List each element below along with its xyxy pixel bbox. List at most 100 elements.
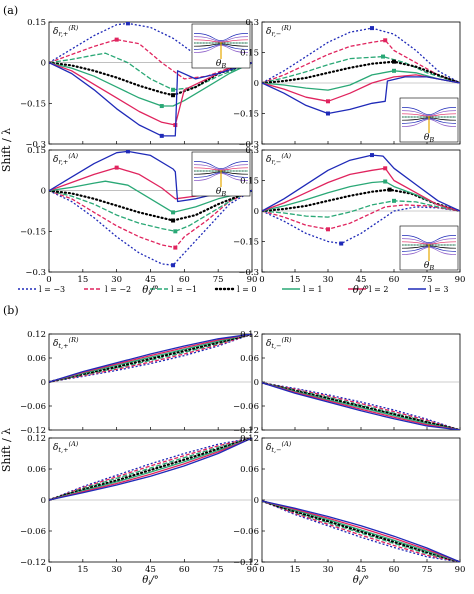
y-tick-label: 0 <box>254 207 259 217</box>
series-line-l1 <box>262 500 460 562</box>
panel-title: δt,−(A) <box>266 440 292 454</box>
panel-title: δr,−(A) <box>266 152 292 166</box>
chart-panel-a-bottom-right: 0.30.150−0.15−0.30 15 30 45 60 75 90θi/°δr,−(A… <box>233 146 465 297</box>
series-line-l1 <box>49 438 252 501</box>
y-tick-label: 0.15 <box>240 49 259 59</box>
x-tick-label: 60 <box>389 275 400 285</box>
x-tick-label: 15 <box>290 275 301 285</box>
extremum-marker <box>326 99 330 104</box>
series-line-l3 <box>49 438 252 501</box>
y-tick-label: 0.06 <box>240 354 259 364</box>
legend-item: l = −3 <box>18 285 65 294</box>
series-line-l-3 <box>262 27 460 84</box>
inset-label: θB <box>216 187 226 198</box>
series-line-l1 <box>262 382 460 430</box>
y-tick-label: 0.12 <box>27 434 46 444</box>
x-tick-label: 15 <box>290 565 301 575</box>
legend-label: l = −2 <box>105 285 131 294</box>
y-tick-label: 0.3 <box>245 146 259 156</box>
chart-panel-b-bottom-left: 0.120.060−0.06−0.120 15 30 45 60 75 90θi/°δt,+… <box>20 434 257 587</box>
series-line-l2 <box>49 334 252 383</box>
y-tick-label: 0 <box>41 187 46 197</box>
y-tick-label: −0.15 <box>233 238 259 248</box>
inset-beam-diagram: θB <box>191 23 251 70</box>
chart-panel-a-top-left: 0.15 0 −0.15 −0.3 δr,+(R) θB <box>20 18 253 150</box>
series-line-l-1 <box>262 55 460 84</box>
chart-panel-b-bottom-right: 0.120.060−0.06−0.120 15 30 45 60 75 90θi/°δt,−… <box>233 434 465 587</box>
extremum-marker <box>171 210 176 215</box>
legend-label: l = 1 <box>303 285 322 294</box>
x-tick-label: 30 <box>323 275 334 285</box>
y-tick-label: −0.12 <box>233 558 259 568</box>
series-line-l3 <box>262 382 460 430</box>
series-line-l2 <box>49 438 252 501</box>
part-label-b: (b) <box>3 304 19 317</box>
series-line-l-2 <box>262 204 460 230</box>
x-tick-label: 0 <box>259 275 264 285</box>
y-tick-label: 0.06 <box>240 465 259 475</box>
y-tick-label: −0.3 <box>238 268 259 278</box>
y-tick-label: 0.12 <box>240 434 259 444</box>
series-group <box>49 334 252 384</box>
y-axis-label-b: Shift / λ <box>0 428 13 472</box>
series-line-l-2 <box>49 38 252 80</box>
inset-beam-diagram: θB <box>191 151 251 198</box>
extremum-marker <box>387 187 392 192</box>
y-tick-label: −0.06 <box>233 402 259 412</box>
series-group <box>262 499 460 562</box>
chart-panel-b-top-right: 0.12 0.06 0 −0.06 −0.12 δt,−(R) <box>233 330 461 436</box>
extremum-marker <box>171 218 176 223</box>
inset-beam-diagram: θB <box>399 97 459 144</box>
x-tick-label: 75 <box>213 275 224 285</box>
extremum-marker <box>326 227 330 232</box>
series-group <box>262 153 460 246</box>
x-tick-label: 90 <box>247 565 258 575</box>
y-tick-label: 0 <box>254 79 259 89</box>
series-group <box>262 381 460 430</box>
series-group <box>49 438 252 502</box>
series-line-l-2 <box>262 39 460 84</box>
extremum-marker <box>171 263 176 268</box>
series-line-l-1 <box>49 438 252 501</box>
extremum-marker <box>392 198 396 203</box>
panel-title: δt,+(R) <box>53 336 79 350</box>
series-line-l2 <box>262 167 460 212</box>
extremum-marker <box>171 93 176 98</box>
x-axis-label: θi/° <box>353 285 370 297</box>
y-tick-label: −0.06 <box>20 402 46 412</box>
series-line-l3 <box>49 334 252 383</box>
y-tick-label: 0.3 <box>245 18 259 28</box>
series-line-l-2 <box>262 382 460 430</box>
y-tick-label: 0.15 <box>27 18 46 28</box>
extremum-marker <box>173 229 178 234</box>
y-tick-label: 0 <box>41 59 46 69</box>
x-tick-label: 0 <box>46 565 51 575</box>
extremum-marker <box>383 166 388 171</box>
x-tick-label: 0 <box>259 565 264 575</box>
x-tick-label: 60 <box>389 565 400 575</box>
series-line-l1 <box>49 180 252 214</box>
y-tick-label: −0.15 <box>233 110 259 120</box>
y-tick-label: 0.12 <box>240 330 259 340</box>
series-line-l1 <box>262 70 460 91</box>
y-tick-label: −0.06 <box>20 527 46 537</box>
legend-item: l = −2 <box>84 285 131 294</box>
inset-label: θB <box>216 59 226 70</box>
series-line-l-1 <box>262 200 460 218</box>
y-tick-label: −0.15 <box>20 99 46 109</box>
x-tick-label: 45 <box>145 275 156 285</box>
legend-label: l = 3 <box>429 285 448 294</box>
y-tick-label: 0.12 <box>27 330 46 340</box>
series-line-l-2 <box>262 500 460 562</box>
y-tick-label: −0.3 <box>25 140 46 150</box>
x-axis-label: θi/° <box>353 575 370 587</box>
extremum-marker <box>370 153 374 158</box>
series-line-l2 <box>262 382 460 430</box>
series-line-l-3 <box>262 382 460 430</box>
legend-item: l = 2 <box>348 285 388 294</box>
x-tick-label: 75 <box>422 275 433 285</box>
y-tick-label: 0 <box>41 496 46 506</box>
extremum-marker <box>326 111 330 116</box>
series-line-l3 <box>262 76 460 115</box>
